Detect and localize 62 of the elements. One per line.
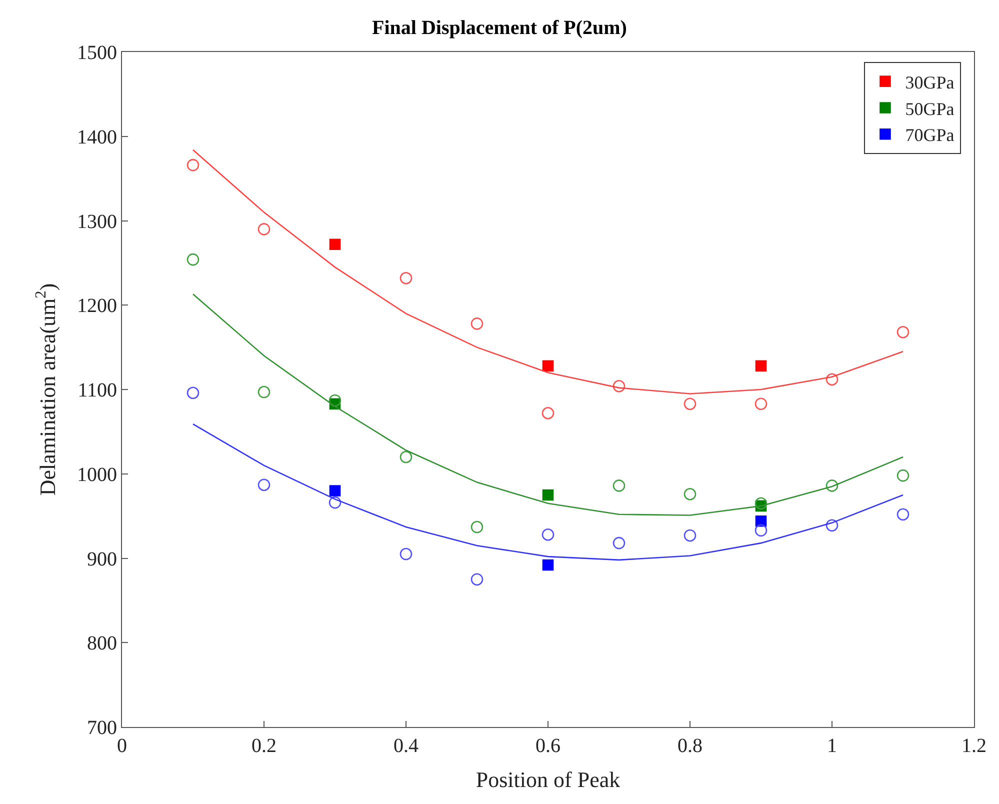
point: [258, 478, 270, 491]
point: [896, 326, 910, 338]
y-tick-label: 1100: [78, 380, 117, 402]
point: [186, 158, 200, 172]
point: [826, 480, 838, 492]
y-tick-label: 900: [87, 548, 117, 570]
y-tick-label: 1500: [77, 42, 117, 64]
point: [896, 469, 910, 482]
y-tick-label: 700: [87, 717, 117, 739]
point: [754, 524, 768, 537]
point: [542, 559, 554, 571]
point: [470, 573, 484, 586]
point: [612, 480, 626, 492]
legend-label: 50GPa: [905, 98, 954, 119]
x-axis-title: Position of Peak: [476, 766, 620, 792]
point: [754, 497, 768, 510]
y-tick-label: 800: [87, 632, 117, 655]
legend-label: 30GPa: [905, 72, 954, 92]
point: [542, 360, 554, 372]
x-tick-label: 0.4: [394, 735, 418, 757]
point: [755, 515, 767, 527]
point: [329, 485, 341, 496]
point: [684, 398, 696, 410]
line-series: [192, 149, 904, 394]
point: [470, 520, 484, 534]
point: [328, 394, 342, 407]
point: [612, 536, 626, 550]
point: [400, 450, 412, 464]
point: [258, 386, 270, 398]
point: [329, 238, 341, 250]
point: [755, 360, 767, 372]
point: [542, 489, 554, 501]
y-tick-label: 1400: [77, 126, 117, 148]
point: [400, 272, 412, 284]
y-tick-label: 1200: [77, 295, 117, 318]
point: [258, 223, 270, 236]
point: [542, 528, 554, 541]
line-series: [192, 294, 904, 516]
point: [896, 508, 910, 521]
x-tick-label: 0.6: [536, 735, 560, 757]
chart-title: Final Displacement of P(2um): [372, 17, 627, 40]
point: [826, 519, 838, 532]
x-tick-label: 0: [117, 735, 127, 757]
point: [612, 380, 626, 392]
point: [186, 386, 200, 400]
x-tick-label: 0.2: [252, 735, 276, 757]
x-tick-label: 0.8: [678, 735, 702, 757]
point: [754, 398, 768, 410]
point: [826, 373, 838, 386]
point: [328, 496, 342, 509]
x-tick-label: 1: [827, 735, 837, 757]
point: [186, 253, 200, 266]
point: [542, 406, 554, 420]
point: [470, 318, 484, 330]
line-series: [192, 423, 904, 561]
y-tick-label: 1000: [77, 464, 117, 486]
point: [400, 548, 412, 560]
x-tick-label: 1.2: [962, 735, 986, 757]
y-tick-label: 1300: [77, 210, 117, 233]
point: [684, 529, 696, 542]
legend-label: 70GPa: [905, 125, 954, 146]
point: [684, 488, 696, 500]
